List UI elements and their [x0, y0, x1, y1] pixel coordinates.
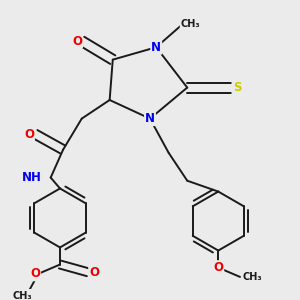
- Text: CH₃: CH₃: [243, 272, 262, 282]
- Text: NH: NH: [22, 171, 41, 184]
- Text: S: S: [233, 81, 241, 94]
- Text: N: N: [151, 41, 161, 54]
- Text: O: O: [89, 266, 99, 279]
- Text: CH₃: CH₃: [13, 290, 33, 300]
- Text: CH₃: CH₃: [181, 19, 200, 29]
- Text: O: O: [72, 34, 82, 47]
- Text: O: O: [30, 267, 40, 280]
- Text: N: N: [145, 112, 155, 125]
- Text: O: O: [24, 128, 34, 141]
- Text: O: O: [213, 261, 223, 274]
